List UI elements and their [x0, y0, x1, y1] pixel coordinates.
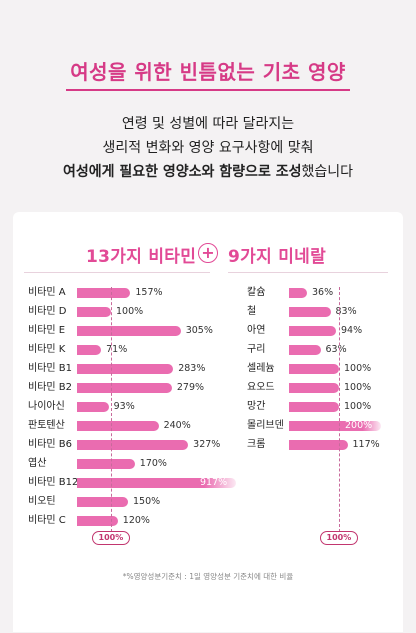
vitamin-label: 비타민 B6 — [28, 439, 73, 450]
vitamin-bar — [77, 383, 172, 393]
vitamin-label: 비오틴 — [28, 496, 56, 507]
vitamin-value-label: 157% — [135, 287, 163, 298]
vitamin-label: 비타민 B12 — [28, 477, 79, 488]
intro-line-1: 연령 및 성별에 따라 달라지는 — [121, 116, 295, 132]
mineral-label: 철 — [247, 306, 257, 317]
mineral-label: 크롬 — [247, 439, 266, 450]
vitamin-label: 비타민 D — [28, 306, 67, 317]
vitamin-value-label: 93% — [113, 401, 135, 412]
plus-icon: + — [198, 243, 218, 263]
vitamin-label: 비타민 K — [28, 344, 66, 355]
intro-line-3-rest: 했습니다 — [301, 164, 353, 180]
mineral-bar — [289, 402, 339, 412]
mineral-value-label: 100% — [344, 363, 372, 374]
vitamin-reference-badge: 100% — [91, 531, 131, 545]
intro-line-2: 생리적 변화와 영양 요구사항에 맞춰 — [102, 140, 314, 156]
vitamin-label: 비타민 C — [28, 515, 66, 526]
mineral-label: 망간 — [247, 401, 266, 412]
vitamin-value-label: 120% — [122, 515, 150, 526]
vitamin-value-label: 240% — [163, 420, 191, 431]
mineral-label: 셀레늄 — [247, 363, 275, 374]
vitamin-value-label: 150% — [133, 496, 161, 507]
vitamin-bar — [77, 307, 111, 317]
mineral-bar — [289, 364, 339, 374]
minerals-divider — [228, 272, 388, 273]
mineral-value-label: 94% — [341, 325, 363, 336]
vitamin-value-label: 170% — [139, 458, 167, 469]
minerals-title: 9가지 미네랄 — [228, 247, 327, 267]
mineral-reference-line — [339, 287, 340, 532]
vitamin-bar — [77, 402, 109, 412]
mineral-value-label: 63% — [325, 344, 347, 355]
mineral-bar — [289, 421, 381, 431]
vitamin-label: 비타민 B1 — [28, 363, 73, 374]
headline: 여성을 위한 빈틈없는 기초 영양 — [66, 56, 350, 91]
vitamin-label: 비타민 A — [28, 287, 66, 298]
mineral-label: 칼슘 — [247, 287, 266, 298]
mineral-label: 요오드 — [247, 382, 275, 393]
mineral-value-label: 100% — [344, 401, 372, 412]
vitamin-label: 비타민 E — [28, 325, 66, 336]
mineral-reference-badge: 100% — [319, 531, 359, 545]
vitamin-value-label: 283% — [178, 363, 206, 374]
vitamin-bar — [77, 288, 131, 298]
mineral-bar — [289, 288, 307, 298]
mineral-bar — [289, 440, 348, 450]
vitamin-label: 엽산 — [28, 458, 47, 469]
mineral-label: 구리 — [247, 344, 266, 355]
vitamin-bar — [77, 497, 128, 507]
mineral-label: 아연 — [247, 325, 266, 336]
mineral-value-label: 83% — [335, 306, 357, 317]
vitamins-title: 13가지 비타민 — [86, 247, 197, 267]
vitamins-divider — [24, 272, 210, 273]
vitamin-bar — [77, 421, 159, 431]
intro-line-3: 여성에게 필요한 영양소와 함량으로 조성했습니다 — [0, 160, 416, 184]
vitamin-bar — [77, 478, 236, 488]
mineral-label: 몰리브덴 — [247, 420, 284, 431]
vitamin-bar — [77, 345, 102, 355]
vitamin-value-label: 71% — [106, 344, 128, 355]
vitamin-bar — [77, 440, 189, 450]
mineral-bar — [289, 383, 339, 393]
mineral-bar — [289, 345, 321, 355]
intro-line-3-bold: 여성에게 필요한 영양소와 함량으로 조성 — [63, 164, 302, 180]
intro-section: 여성을 위한 빈틈없는 기초 영양 연령 및 성별에 따라 달라지는 생리적 변… — [0, 0, 416, 212]
mineral-value-label: 117% — [352, 439, 380, 450]
vitamin-value-label: 279% — [176, 382, 205, 393]
mineral-value-label: 36% — [312, 287, 334, 298]
vitamin-value-label: 100% — [116, 306, 144, 317]
mineral-bar — [289, 326, 336, 336]
vitamin-value-label: 327% — [193, 439, 221, 450]
vitamin-reference-line — [111, 287, 112, 532]
vitamin-value-label: 917% — [200, 477, 228, 488]
vitamin-label: 비타민 B2 — [28, 382, 73, 393]
mineral-value-label: 200% — [345, 420, 373, 431]
vitamin-bar — [77, 326, 181, 336]
vitamin-value-label: 305% — [185, 325, 213, 336]
vitamin-bar — [77, 459, 135, 469]
vitamin-bar — [77, 516, 118, 526]
headline-wrap: 여성을 위한 빈틈없는 기초 영양 — [0, 56, 416, 91]
footnote: *%영양성분기준치 : 1일 영양성분 기준치에 대한 비율 — [122, 572, 294, 581]
vitamin-label: 판토텐산 — [28, 420, 65, 431]
mineral-value-label: 100% — [344, 382, 372, 393]
mineral-bar — [289, 307, 331, 317]
vitamin-bar — [77, 364, 174, 374]
vitamin-label: 나이아신 — [28, 401, 65, 412]
